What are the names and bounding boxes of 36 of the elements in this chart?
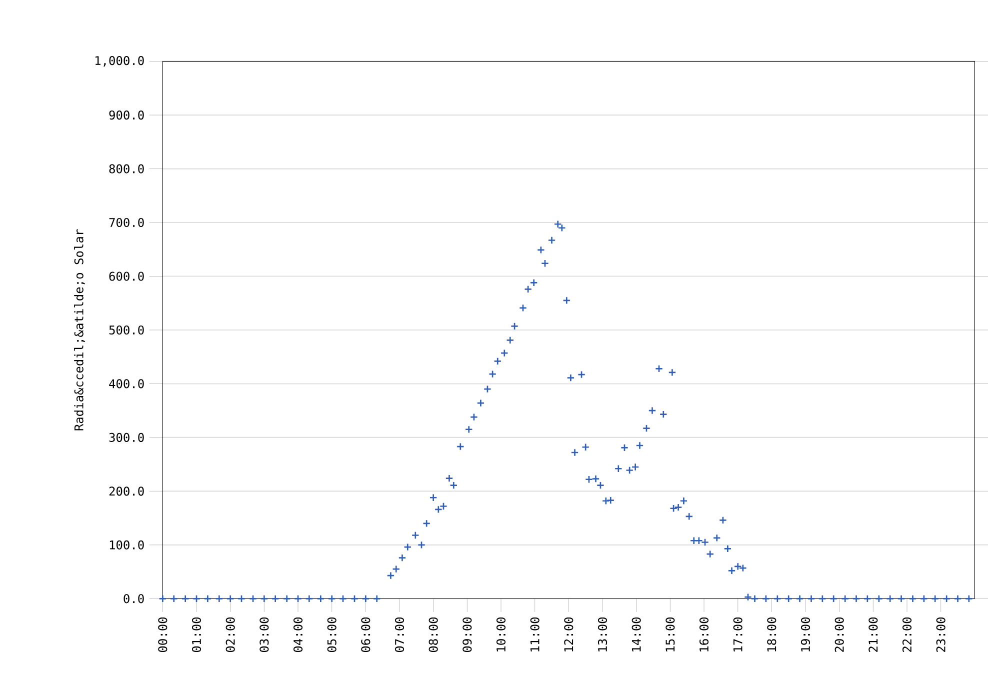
x-tick-label: 05:00	[327, 617, 336, 652]
x-tick-label: 06:00	[361, 617, 370, 652]
x-tick-label: 10:00	[496, 617, 506, 652]
x-tick-label: 11:00	[530, 617, 540, 652]
x-tick-label: 13:00	[598, 617, 608, 652]
x-tick-label: 00:00	[158, 617, 168, 652]
x-tick-label: 20:00	[834, 617, 844, 652]
x-tick-label: 18:00	[767, 617, 776, 652]
y-tick-label: 100.0	[110, 540, 144, 550]
y-tick-label: 0.0	[124, 594, 144, 604]
y-tick-label: 200.0	[109, 486, 144, 496]
x-tick-label: 04:00	[293, 617, 303, 652]
x-tick-label: 03:00	[260, 617, 269, 652]
y-tick-label: 900.0	[109, 110, 144, 120]
y-tick-label: 600.0	[109, 272, 144, 281]
x-tick-label: 12:00	[564, 617, 574, 652]
x-tick-label: 21:00	[868, 617, 878, 652]
x-tick-label: 17:00	[733, 617, 742, 652]
y-tick-label: 700.0	[109, 218, 144, 228]
y-tick-label: 800.0	[109, 164, 144, 174]
x-tick-label: 07:00	[394, 617, 404, 652]
x-tick-label: 08:00	[428, 617, 438, 652]
x-tick-label: 23:00	[936, 617, 946, 652]
x-tick-label: 15:00	[666, 617, 675, 652]
y-tick-label: 300.0	[109, 432, 144, 442]
y-tick-label: 500.0	[109, 325, 144, 335]
y-tick-label: 1,000.0	[96, 56, 144, 67]
x-tick-label: 02:00	[226, 617, 235, 652]
x-tick-label: 14:00	[632, 617, 641, 652]
x-tick-label: 16:00	[699, 617, 709, 652]
x-tick-label: 22:00	[902, 617, 912, 652]
x-tick-label: 19:00	[800, 617, 810, 652]
y-tick-label: 400.0	[109, 379, 144, 388]
x-tick-label: 09:00	[462, 617, 472, 652]
x-tick-label: 01:00	[192, 617, 202, 652]
y-axis-title: Radia&ccedil;&atilde;o Solar	[74, 229, 85, 430]
